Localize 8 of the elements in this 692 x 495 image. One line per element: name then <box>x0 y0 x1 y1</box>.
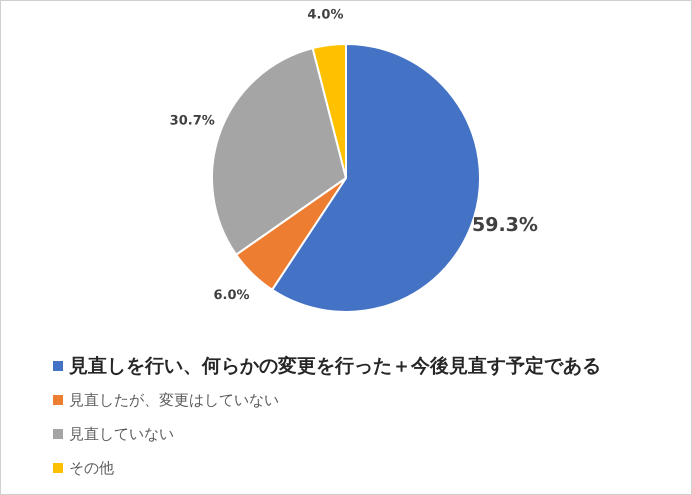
legend-label: 見直したが、変更はしていない <box>69 390 279 410</box>
data-label: 30.7% <box>170 113 215 128</box>
data-label: 6.0% <box>213 288 250 303</box>
data-label: 4.0% <box>307 8 344 23</box>
legend-label: 見直しを行い、何らかの変更を行った＋今後見直す予定である <box>69 354 601 379</box>
legend-label: その他 <box>69 458 114 478</box>
legend-label: 見直していない <box>69 424 174 444</box>
data-label: 59.3% <box>472 214 538 236</box>
